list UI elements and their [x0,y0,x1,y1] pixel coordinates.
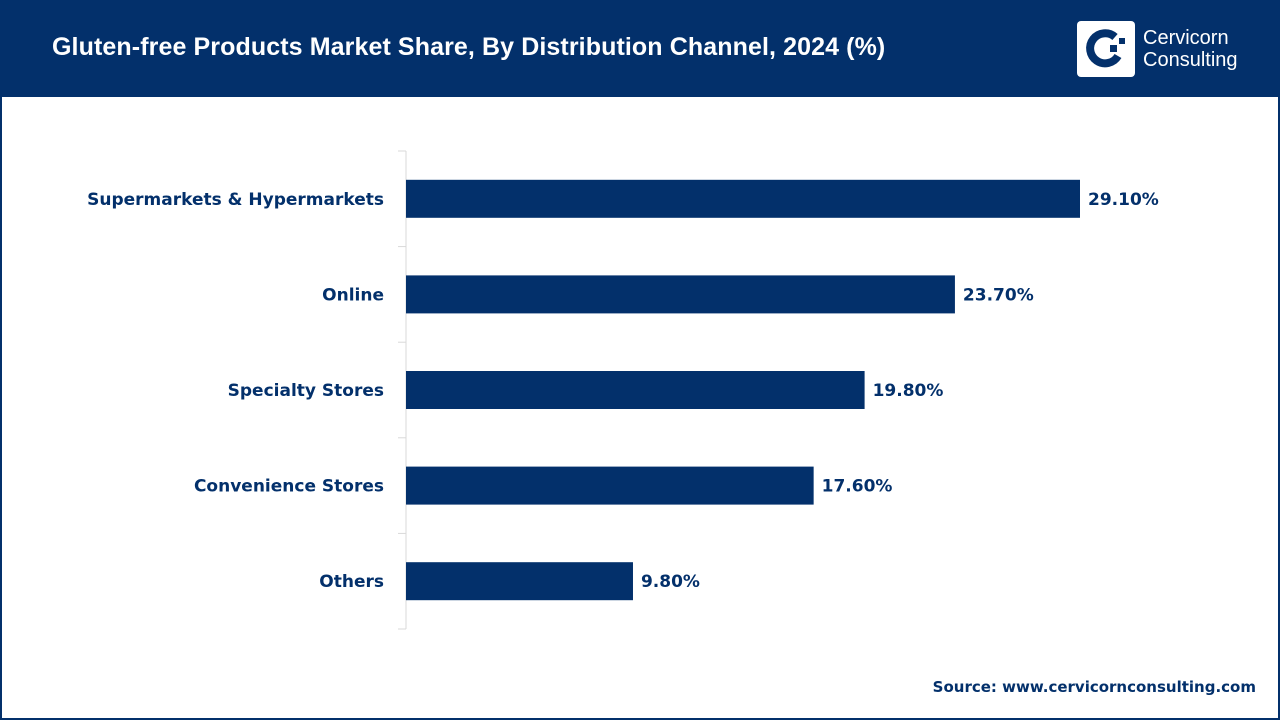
logo-text: Cervicorn Consulting [1143,27,1238,71]
bar [406,275,955,314]
header-banner: Gluten-free Products Market Share, By Di… [0,0,1280,97]
data-label: 17.60% [822,477,893,497]
data-label: 9.80% [641,572,700,592]
source-note: Source: www.cervicornconsulting.com [932,678,1256,696]
category-label: Online [322,285,384,305]
data-label: 29.10% [1088,190,1159,210]
bar [406,466,814,505]
category-label: Supermarkets & Hypermarkets [87,190,384,210]
chart-title: Gluten-free Products Market Share, By Di… [52,33,886,61]
bar [406,371,865,409]
brand-logo: Cervicorn Consulting [1077,21,1238,77]
category-label: Specialty Stores [228,381,384,401]
bar [406,562,633,601]
data-label: 23.70% [963,285,1034,305]
logo-line-2: Consulting [1143,49,1238,71]
data-label: 19.80% [873,381,944,401]
bar [406,179,1080,218]
logo-mark-icon [1077,21,1135,77]
category-label: Others [319,572,384,592]
category-label: Convenience Stores [194,477,384,497]
logo-line-1: Cervicorn [1143,27,1229,49]
